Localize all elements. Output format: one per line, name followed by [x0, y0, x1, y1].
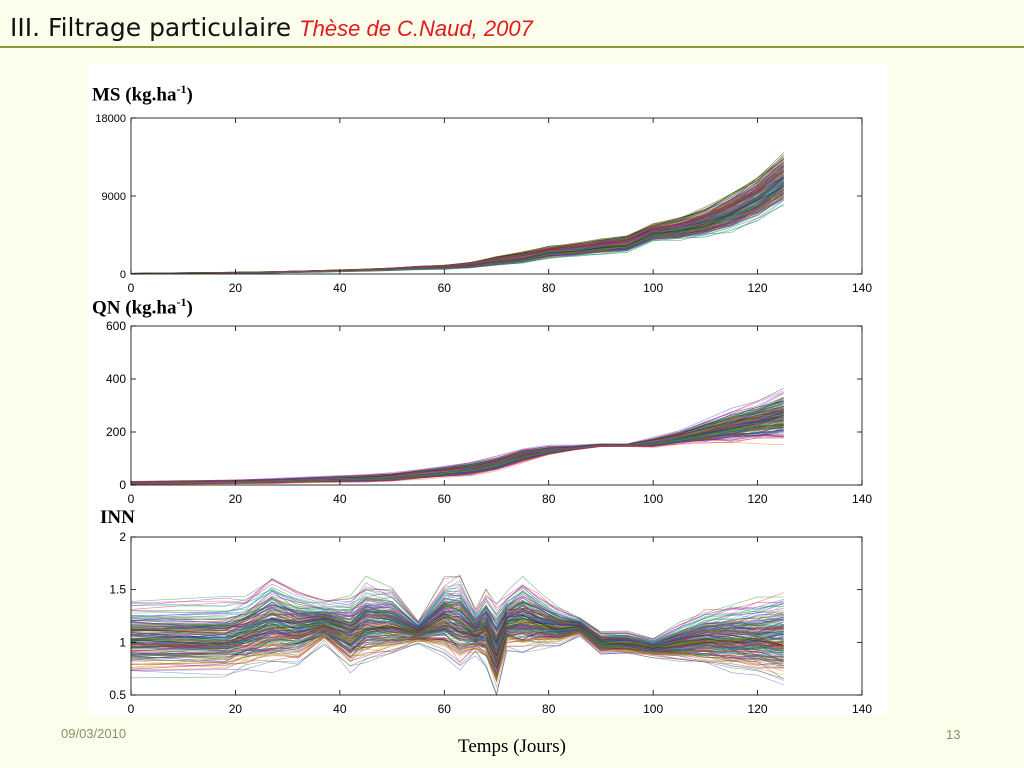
particle-line — [130, 633, 784, 676]
particle-line — [130, 186, 784, 274]
x-tick-label: 120 — [748, 281, 768, 295]
x-tick-label: 40 — [333, 281, 347, 295]
particle-line — [130, 393, 784, 483]
x-tick-label: 100 — [643, 492, 663, 506]
particle-line — [130, 162, 784, 274]
x-tick-label: 0 — [128, 492, 135, 506]
x-tick-label: 0 — [128, 702, 135, 716]
particle-line — [130, 199, 784, 275]
y-tick-label: 0 — [119, 478, 126, 492]
x-tick-label: 20 — [229, 281, 243, 295]
y-tick-label: 1 — [119, 635, 126, 649]
x-tick-label: 60 — [438, 492, 452, 506]
y-tick-label: 2 — [119, 530, 126, 544]
y-tick-label: 1.5 — [109, 583, 126, 597]
particle-line — [130, 437, 784, 485]
title-divider — [0, 46, 1024, 48]
chart-1: 0 20 40 60 80 100 120 140 0 200 400 600 — [106, 319, 872, 506]
chart-0: 0 20 40 60 80 100 120 140 0 9000 18000 — [95, 113, 872, 295]
particle-line — [130, 437, 784, 485]
particle-line — [130, 424, 784, 484]
particle-line — [130, 635, 784, 697]
x-axis-caption: Temps (Jours) — [458, 736, 566, 757]
x-tick-label: 100 — [643, 702, 663, 716]
particle-line — [130, 628, 784, 661]
x-tick-label: 0 — [128, 281, 135, 295]
particle-line — [130, 410, 784, 483]
x-tick-label: 80 — [542, 492, 556, 506]
x-tick-label: 120 — [748, 492, 768, 506]
y-tick-label: 18000 — [95, 113, 126, 125]
x-tick-label: 20 — [229, 492, 243, 506]
particle-line — [130, 173, 784, 274]
y-tick-label: 200 — [106, 425, 126, 439]
particle-line — [130, 632, 784, 681]
particle-line — [130, 158, 784, 274]
particle-line — [130, 600, 784, 646]
particle-line — [130, 155, 784, 274]
particle-line — [130, 593, 784, 643]
chart-title-ms: MS (kg.ha-1) — [92, 82, 193, 106]
particle-line — [130, 574, 784, 641]
chart-2: 0 20 40 60 80 100 120 140 0.5 1 1.5 2 — [109, 530, 872, 716]
slide-title: III. Filtrage particulaire Thèse de C.Nau… — [10, 8, 533, 48]
x-tick-label: 100 — [643, 281, 663, 295]
particle-line — [130, 166, 784, 274]
particle-line — [130, 154, 784, 274]
particle-line — [130, 152, 784, 274]
particle-line — [130, 583, 784, 642]
particle-line — [130, 441, 784, 485]
particle-line — [130, 184, 784, 274]
y-tick-label: 0 — [120, 269, 126, 281]
x-tick-label: 60 — [438, 281, 452, 295]
x-tick-label: 80 — [542, 281, 556, 295]
particle-line — [130, 615, 784, 648]
y-tick-label: 600 — [106, 319, 126, 333]
particle-line — [130, 614, 784, 657]
particle-line — [130, 629, 784, 668]
particle-line — [130, 603, 784, 646]
x-tick-label: 80 — [542, 702, 556, 716]
y-tick-label: 400 — [106, 372, 126, 386]
particle-line — [130, 628, 784, 667]
chart-title-inn: INN — [100, 507, 135, 528]
particle-line — [130, 630, 784, 671]
footer-date: 09/03/2010 — [61, 726, 127, 741]
particle-line — [130, 188, 784, 275]
axes-box — [130, 325, 863, 486]
x-tick-label: 20 — [229, 702, 243, 716]
slide-title-subtitle: Thèse de C.Naud, 2007 — [299, 16, 533, 41]
particle-line — [130, 199, 784, 275]
x-tick-label: 120 — [748, 702, 768, 716]
slide-title-main: III. Filtrage particulaire — [10, 13, 292, 42]
axes-box — [130, 536, 863, 696]
particle-line — [130, 180, 784, 274]
particle-line — [130, 616, 784, 649]
particle-line — [130, 425, 784, 484]
chart-title-qn: QN (kg.ha-1) — [92, 295, 193, 319]
x-tick-label: 40 — [333, 702, 347, 716]
particle-line — [130, 634, 784, 695]
x-tick-label: 140 — [852, 492, 872, 506]
page-number: 13 — [946, 727, 961, 742]
particle-line — [130, 387, 784, 482]
y-tick-label: 0.5 — [109, 688, 126, 702]
particle-line — [130, 631, 784, 682]
particle-line — [130, 578, 784, 640]
particle-line — [130, 588, 784, 643]
particle-line — [130, 197, 784, 275]
particle-line — [130, 193, 784, 275]
y-tick-label: 9000 — [102, 191, 126, 203]
particle-line — [130, 155, 784, 274]
x-tick-label: 60 — [438, 702, 452, 716]
x-tick-label: 140 — [852, 702, 872, 716]
x-tick-label: 140 — [852, 281, 872, 295]
particle-line — [130, 420, 784, 484]
particle-line — [130, 405, 784, 483]
particle-line — [130, 169, 784, 274]
particle-line — [130, 617, 784, 655]
particle-line — [130, 633, 784, 689]
x-tick-label: 40 — [333, 492, 347, 506]
